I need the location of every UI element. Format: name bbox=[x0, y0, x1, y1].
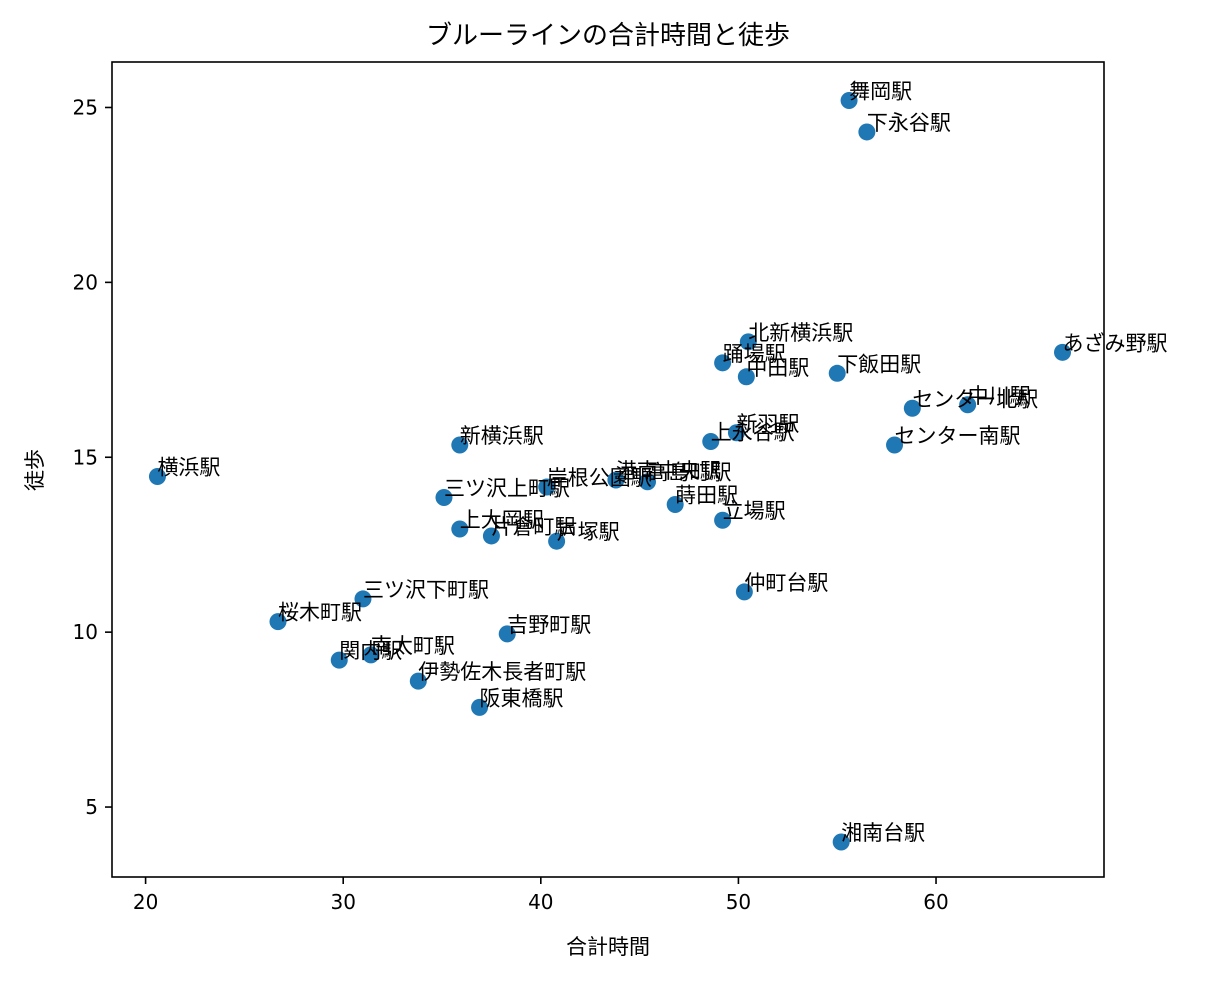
x-tick-label: 50 bbox=[726, 890, 751, 914]
point-label: 踊場駅 bbox=[723, 342, 786, 366]
data-point bbox=[828, 364, 846, 382]
data-point bbox=[548, 532, 566, 550]
point-label: 戸塚駅 bbox=[557, 520, 620, 544]
point-label: 高島町駅 bbox=[648, 461, 732, 485]
point-label: 立場駅 bbox=[723, 499, 786, 523]
point-label: 中川駅 bbox=[968, 384, 1031, 408]
y-axis-ticks: 5 10 15 20 25 bbox=[73, 95, 112, 819]
point-label: 港南中央駅 bbox=[616, 459, 721, 483]
y-tick-label: 5 bbox=[85, 795, 98, 819]
point-label: あざみ野駅 bbox=[1063, 331, 1168, 355]
data-point bbox=[727, 424, 745, 442]
y-tick-label: 25 bbox=[73, 95, 98, 119]
point-label: 阪東橋駅 bbox=[480, 686, 564, 710]
point-label: 北新横浜駅 bbox=[748, 321, 853, 345]
data-point bbox=[269, 613, 287, 631]
x-tick-label: 60 bbox=[923, 890, 948, 914]
data-point bbox=[840, 91, 858, 109]
point-label: 仲町台駅 bbox=[744, 571, 828, 595]
data-point bbox=[607, 471, 625, 489]
point-label: 新羽駅 bbox=[736, 412, 799, 436]
data-point bbox=[737, 368, 755, 386]
data-point bbox=[409, 672, 427, 690]
point-label: 三ツ沢下町駅 bbox=[363, 578, 489, 602]
data-points bbox=[148, 91, 1072, 851]
data-point bbox=[471, 698, 489, 716]
point-label: 三ツ沢上町駅 bbox=[444, 476, 570, 500]
data-point bbox=[639, 473, 657, 491]
plot-frame bbox=[111, 61, 1105, 878]
data-point bbox=[1054, 343, 1072, 361]
point-label: 新横浜駅 bbox=[460, 424, 544, 448]
point-label: 上大岡駅 bbox=[460, 508, 544, 532]
x-tick-label: 40 bbox=[528, 890, 553, 914]
data-point bbox=[148, 467, 166, 485]
x-axis-ticks: 20 30 40 50 60 bbox=[133, 877, 949, 914]
data-point bbox=[451, 436, 469, 454]
data-point bbox=[903, 399, 921, 417]
point-label: 片倉町駅 bbox=[491, 515, 575, 539]
x-tick-label: 30 bbox=[330, 890, 355, 914]
data-point bbox=[666, 495, 684, 513]
data-point bbox=[702, 433, 720, 451]
data-point bbox=[714, 354, 732, 372]
data-point bbox=[832, 833, 850, 851]
data-point bbox=[482, 527, 500, 545]
y-tick-label: 20 bbox=[73, 270, 98, 294]
data-point bbox=[330, 651, 348, 669]
y-tick-label: 10 bbox=[73, 620, 98, 644]
chart-title: ブルーラインの合計時間と徒歩 bbox=[426, 21, 790, 51]
point-label: 下永谷駅 bbox=[867, 111, 951, 135]
point-label: センター北駅 bbox=[912, 387, 1038, 411]
data-point bbox=[498, 625, 516, 643]
data-point bbox=[435, 488, 453, 506]
data-point bbox=[858, 123, 876, 141]
point-label: 蒔田駅 bbox=[675, 483, 738, 507]
point-label: 上永谷駅 bbox=[711, 421, 795, 445]
data-point bbox=[354, 590, 372, 608]
x-axis-label: 合計時間 bbox=[566, 935, 650, 959]
point-label: 桜木町駅 bbox=[278, 601, 362, 625]
point-label: 舞岡駅 bbox=[849, 79, 912, 103]
y-tick-label: 15 bbox=[73, 445, 98, 469]
point-label: 岸根公園駅 bbox=[547, 466, 652, 490]
point-label: 南太町駅 bbox=[371, 634, 455, 658]
x-tick-label: 20 bbox=[133, 890, 158, 914]
data-point bbox=[739, 333, 757, 351]
point-label: 下飯田駅 bbox=[837, 352, 921, 376]
data-point bbox=[538, 478, 556, 496]
data-point bbox=[362, 646, 380, 664]
point-label: 吉野町駅 bbox=[507, 613, 591, 637]
data-point bbox=[735, 583, 753, 601]
point-label: 関内駅 bbox=[339, 639, 402, 663]
data-point bbox=[714, 511, 732, 529]
point-label: 伊勢佐木長者町駅 bbox=[418, 660, 586, 684]
data-point bbox=[451, 520, 469, 538]
point-label: 中田駅 bbox=[746, 356, 809, 380]
data-point bbox=[959, 396, 977, 414]
data-point bbox=[886, 436, 904, 454]
point-label: センター南駅 bbox=[895, 424, 1021, 448]
point-label: 湘南台駅 bbox=[841, 821, 925, 845]
point-label: 横浜駅 bbox=[157, 455, 220, 479]
y-axis-label: 徒歩 bbox=[23, 449, 47, 491]
